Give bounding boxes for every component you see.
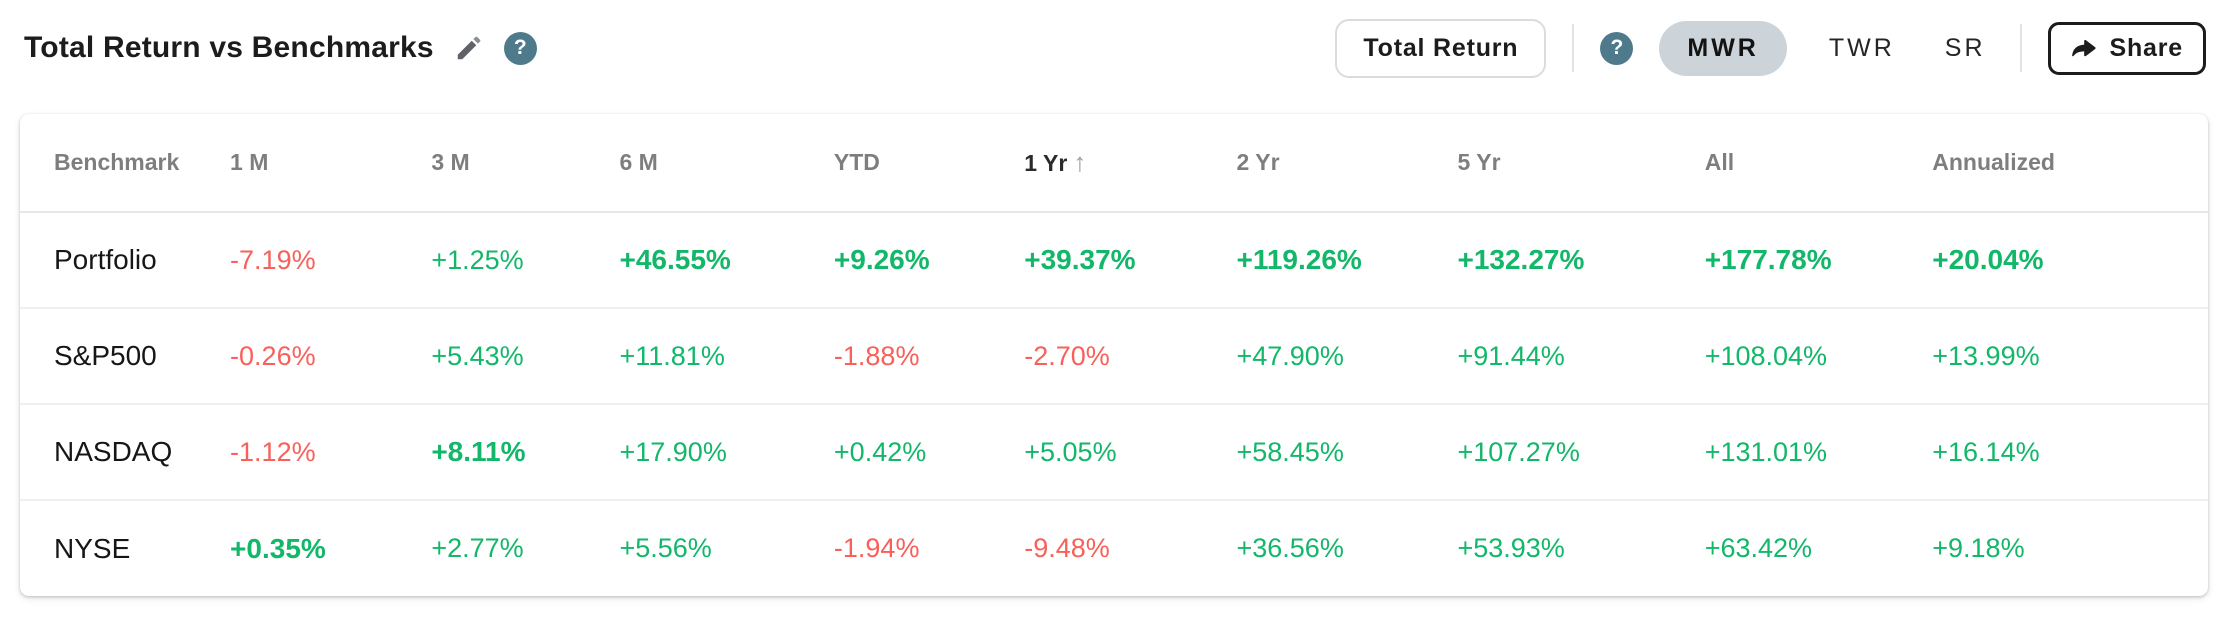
return-value: +8.11% xyxy=(431,436,526,467)
return-value: +1.25% xyxy=(431,244,524,275)
return-value: +9.26% xyxy=(833,244,930,275)
return-value: +17.90% xyxy=(619,436,727,467)
sort-ascending-icon: ↑ xyxy=(1073,147,1087,177)
return-value: +5.43% xyxy=(431,340,524,371)
header-controls: Total Return ? MWR TWR SR Share xyxy=(1335,18,2206,78)
return-value: +53.93% xyxy=(1457,533,1565,563)
column-header-1yr[interactable]: 1 Yr ↑ xyxy=(1024,114,1237,213)
table-header-row: Benchmark 1 M 3 M 6 M YTD 1 Yr ↑ 2 Yr 5 Y… xyxy=(20,114,2208,213)
column-header-annualized[interactable]: Annualized xyxy=(1932,114,2208,213)
column-header-1m[interactable]: 1 M xyxy=(230,114,432,213)
benchmarks-table: Benchmark 1 M 3 M 6 M YTD 1 Yr ↑ 2 Yr 5 Y… xyxy=(20,114,2208,596)
share-label: Share xyxy=(2109,33,2183,62)
return-value: +119.26% xyxy=(1236,244,1362,275)
return-value: +2.77% xyxy=(431,533,524,563)
return-value: +58.45% xyxy=(1236,436,1344,467)
benchmark-name: Portfolio xyxy=(20,212,231,309)
vertical-divider xyxy=(2019,24,2022,72)
header-bar: Total Return vs Benchmarks ? Total Retur… xyxy=(0,0,2228,78)
return-value: -1.88% xyxy=(833,340,920,371)
benchmark-name: NYSE xyxy=(54,532,131,564)
edit-pencil-icon[interactable] xyxy=(454,33,484,63)
return-value: +5.05% xyxy=(1024,436,1117,467)
column-header-benchmark[interactable]: Benchmark xyxy=(20,114,231,213)
return-value: +46.55% xyxy=(619,244,731,275)
return-value: +131.01% xyxy=(1704,436,1828,467)
page-title: Total Return vs Benchmarks xyxy=(24,31,434,64)
return-value: +9.18% xyxy=(1932,533,2025,563)
column-header-ytd[interactable]: YTD xyxy=(833,114,1025,213)
title-help-icon[interactable]: ? xyxy=(503,31,537,65)
share-button[interactable]: Share xyxy=(2047,21,2206,75)
column-header-6m[interactable]: 6 M xyxy=(619,114,834,213)
return-value: +20.04% xyxy=(1932,244,2044,275)
return-value: +107.27% xyxy=(1457,436,1580,467)
modes-help-icon[interactable]: ? xyxy=(1600,31,1634,65)
tab-sr[interactable]: SR xyxy=(1944,33,1986,62)
tab-twr[interactable]: TWR xyxy=(1828,33,1895,62)
vertical-divider xyxy=(1572,24,1575,72)
return-value: +16.14% xyxy=(1932,436,2040,467)
return-value: -1.12% xyxy=(230,436,316,467)
return-mode-tabs: MWR TWR SR xyxy=(1659,20,1993,76)
return-value: +13.99% xyxy=(1932,340,2040,371)
return-value: +0.42% xyxy=(833,436,927,467)
total-return-button[interactable]: Total Return xyxy=(1335,18,1547,78)
return-value: +177.78% xyxy=(1704,244,1832,275)
return-value: -9.48% xyxy=(1024,533,1110,563)
return-value: +39.37% xyxy=(1024,244,1136,275)
column-header-3m[interactable]: 3 M xyxy=(431,114,620,213)
tab-mwr[interactable]: MWR xyxy=(1659,20,1787,76)
return-value: +5.56% xyxy=(619,533,712,563)
column-header-1yr-label: 1 Yr xyxy=(1024,150,1068,176)
return-value: -7.19% xyxy=(230,244,316,275)
return-value: +63.42% xyxy=(1704,533,1813,563)
table-row-sp500: S&P500 -0.26% +5.43% +11.81% -1.88% -2.7… xyxy=(20,308,2208,405)
share-icon xyxy=(2071,35,2098,62)
return-value: +11.81% xyxy=(619,340,725,371)
return-value: +91.44% xyxy=(1457,340,1565,371)
benchmarks-table-card: Benchmark 1 M 3 M 6 M YTD 1 Yr ↑ 2 Yr 5 Y… xyxy=(20,114,2208,596)
return-value: +47.90% xyxy=(1236,340,1344,371)
column-header-5yr[interactable]: 5 Yr xyxy=(1457,114,1705,213)
table-row-portfolio: Portfolio -7.19% +1.25% +46.55% +9.26% +… xyxy=(20,212,2208,309)
benchmark-name: S&P500 xyxy=(20,308,231,405)
table-row-nasdaq: NASDAQ -1.12% +8.11% +17.90% +0.42% +5.0… xyxy=(20,404,2208,501)
return-value: -0.26% xyxy=(230,340,316,371)
return-value: +36.56% xyxy=(1236,533,1344,563)
return-value: +0.35% xyxy=(230,532,326,564)
return-value: -1.94% xyxy=(833,533,920,563)
column-header-2yr[interactable]: 2 Yr xyxy=(1236,114,1458,213)
column-header-all[interactable]: All xyxy=(1704,114,1933,213)
return-value: -2.70% xyxy=(1024,340,1110,371)
return-value: +132.27% xyxy=(1457,244,1585,275)
return-value: +108.04% xyxy=(1704,340,1828,371)
title-group: Total Return vs Benchmarks ? xyxy=(24,31,537,65)
benchmark-name: NASDAQ xyxy=(20,404,231,501)
table-row-nyse: NYSE +0.35% +2.77% +5.56% -1.94% -9.48% … xyxy=(20,500,2208,596)
